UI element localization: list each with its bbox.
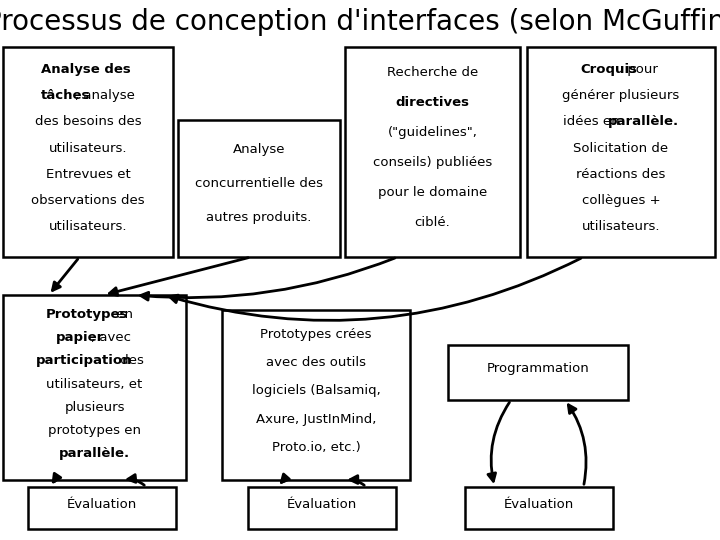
Text: utilisateurs, et: utilisateurs, et <box>46 377 143 390</box>
Text: Analyse: Analyse <box>233 143 285 156</box>
Text: pour le domaine: pour le domaine <box>378 186 487 199</box>
Text: pour: pour <box>623 63 658 76</box>
Text: observations des: observations des <box>31 194 145 207</box>
Text: Analyse des: Analyse des <box>41 63 135 76</box>
Text: générer plusieurs: générer plusieurs <box>562 89 680 102</box>
Text: Évaluation: Évaluation <box>67 498 137 511</box>
Text: réactions des: réactions des <box>576 168 666 181</box>
Text: collègues +: collègues + <box>582 194 660 207</box>
Text: parallèle.: parallèle. <box>608 116 679 129</box>
Text: parallèle.: parallèle. <box>59 447 130 460</box>
Text: , analyse: , analyse <box>75 89 135 102</box>
Text: prototypes en: prototypes en <box>48 424 141 437</box>
Bar <box>3 295 186 480</box>
Text: des: des <box>117 354 144 367</box>
Bar <box>178 120 340 257</box>
Bar <box>248 487 396 529</box>
Bar <box>465 487 613 529</box>
Text: Processus de conception d'interfaces (selon McGuffin): Processus de conception d'interfaces (se… <box>0 8 720 36</box>
Text: directives: directives <box>395 96 469 109</box>
Text: Solicitation de: Solicitation de <box>573 141 669 154</box>
Text: conseils) publiées: conseils) publiées <box>373 156 492 169</box>
Text: Prototypes crées: Prototypes crées <box>260 328 372 341</box>
Text: autres produits.: autres produits. <box>207 211 312 224</box>
Text: plusieurs: plusieurs <box>64 401 125 414</box>
Text: tâches: tâches <box>41 89 91 102</box>
Text: concurrentielle des: concurrentielle des <box>195 177 323 190</box>
Text: ("guidelines",: ("guidelines", <box>387 126 477 139</box>
Text: utilisateurs.: utilisateurs. <box>49 141 127 154</box>
Text: logiciels (Balsamiq,: logiciels (Balsamiq, <box>251 384 380 397</box>
Text: des besoins des: des besoins des <box>35 116 141 129</box>
Bar <box>527 47 715 257</box>
Text: Évaluation: Évaluation <box>287 498 357 511</box>
Text: avec des outils: avec des outils <box>266 356 366 369</box>
Text: Croquis: Croquis <box>580 63 637 76</box>
Text: utilisateurs.: utilisateurs. <box>582 220 660 233</box>
Text: Prototypes: Prototypes <box>46 308 128 321</box>
Bar <box>345 47 520 257</box>
Bar <box>448 345 628 400</box>
Text: en: en <box>112 308 132 321</box>
Text: , avec: , avec <box>91 331 131 345</box>
Bar <box>3 47 173 257</box>
Text: Recherche de: Recherche de <box>387 66 478 79</box>
Text: Axure, JustInMind,: Axure, JustInMind, <box>256 413 376 426</box>
Text: Proto.io, etc.): Proto.io, etc.) <box>271 441 361 454</box>
Text: Programmation: Programmation <box>487 362 590 375</box>
Bar <box>28 487 176 529</box>
Text: utilisateurs.: utilisateurs. <box>49 220 127 233</box>
Text: papier: papier <box>55 331 104 345</box>
Text: Évaluation: Évaluation <box>504 498 574 511</box>
Text: Entrevues et: Entrevues et <box>45 168 130 181</box>
Text: idées en: idées en <box>563 116 624 129</box>
Text: ciblé.: ciblé. <box>415 216 451 229</box>
Bar <box>222 310 410 480</box>
Text: participation: participation <box>37 354 133 367</box>
